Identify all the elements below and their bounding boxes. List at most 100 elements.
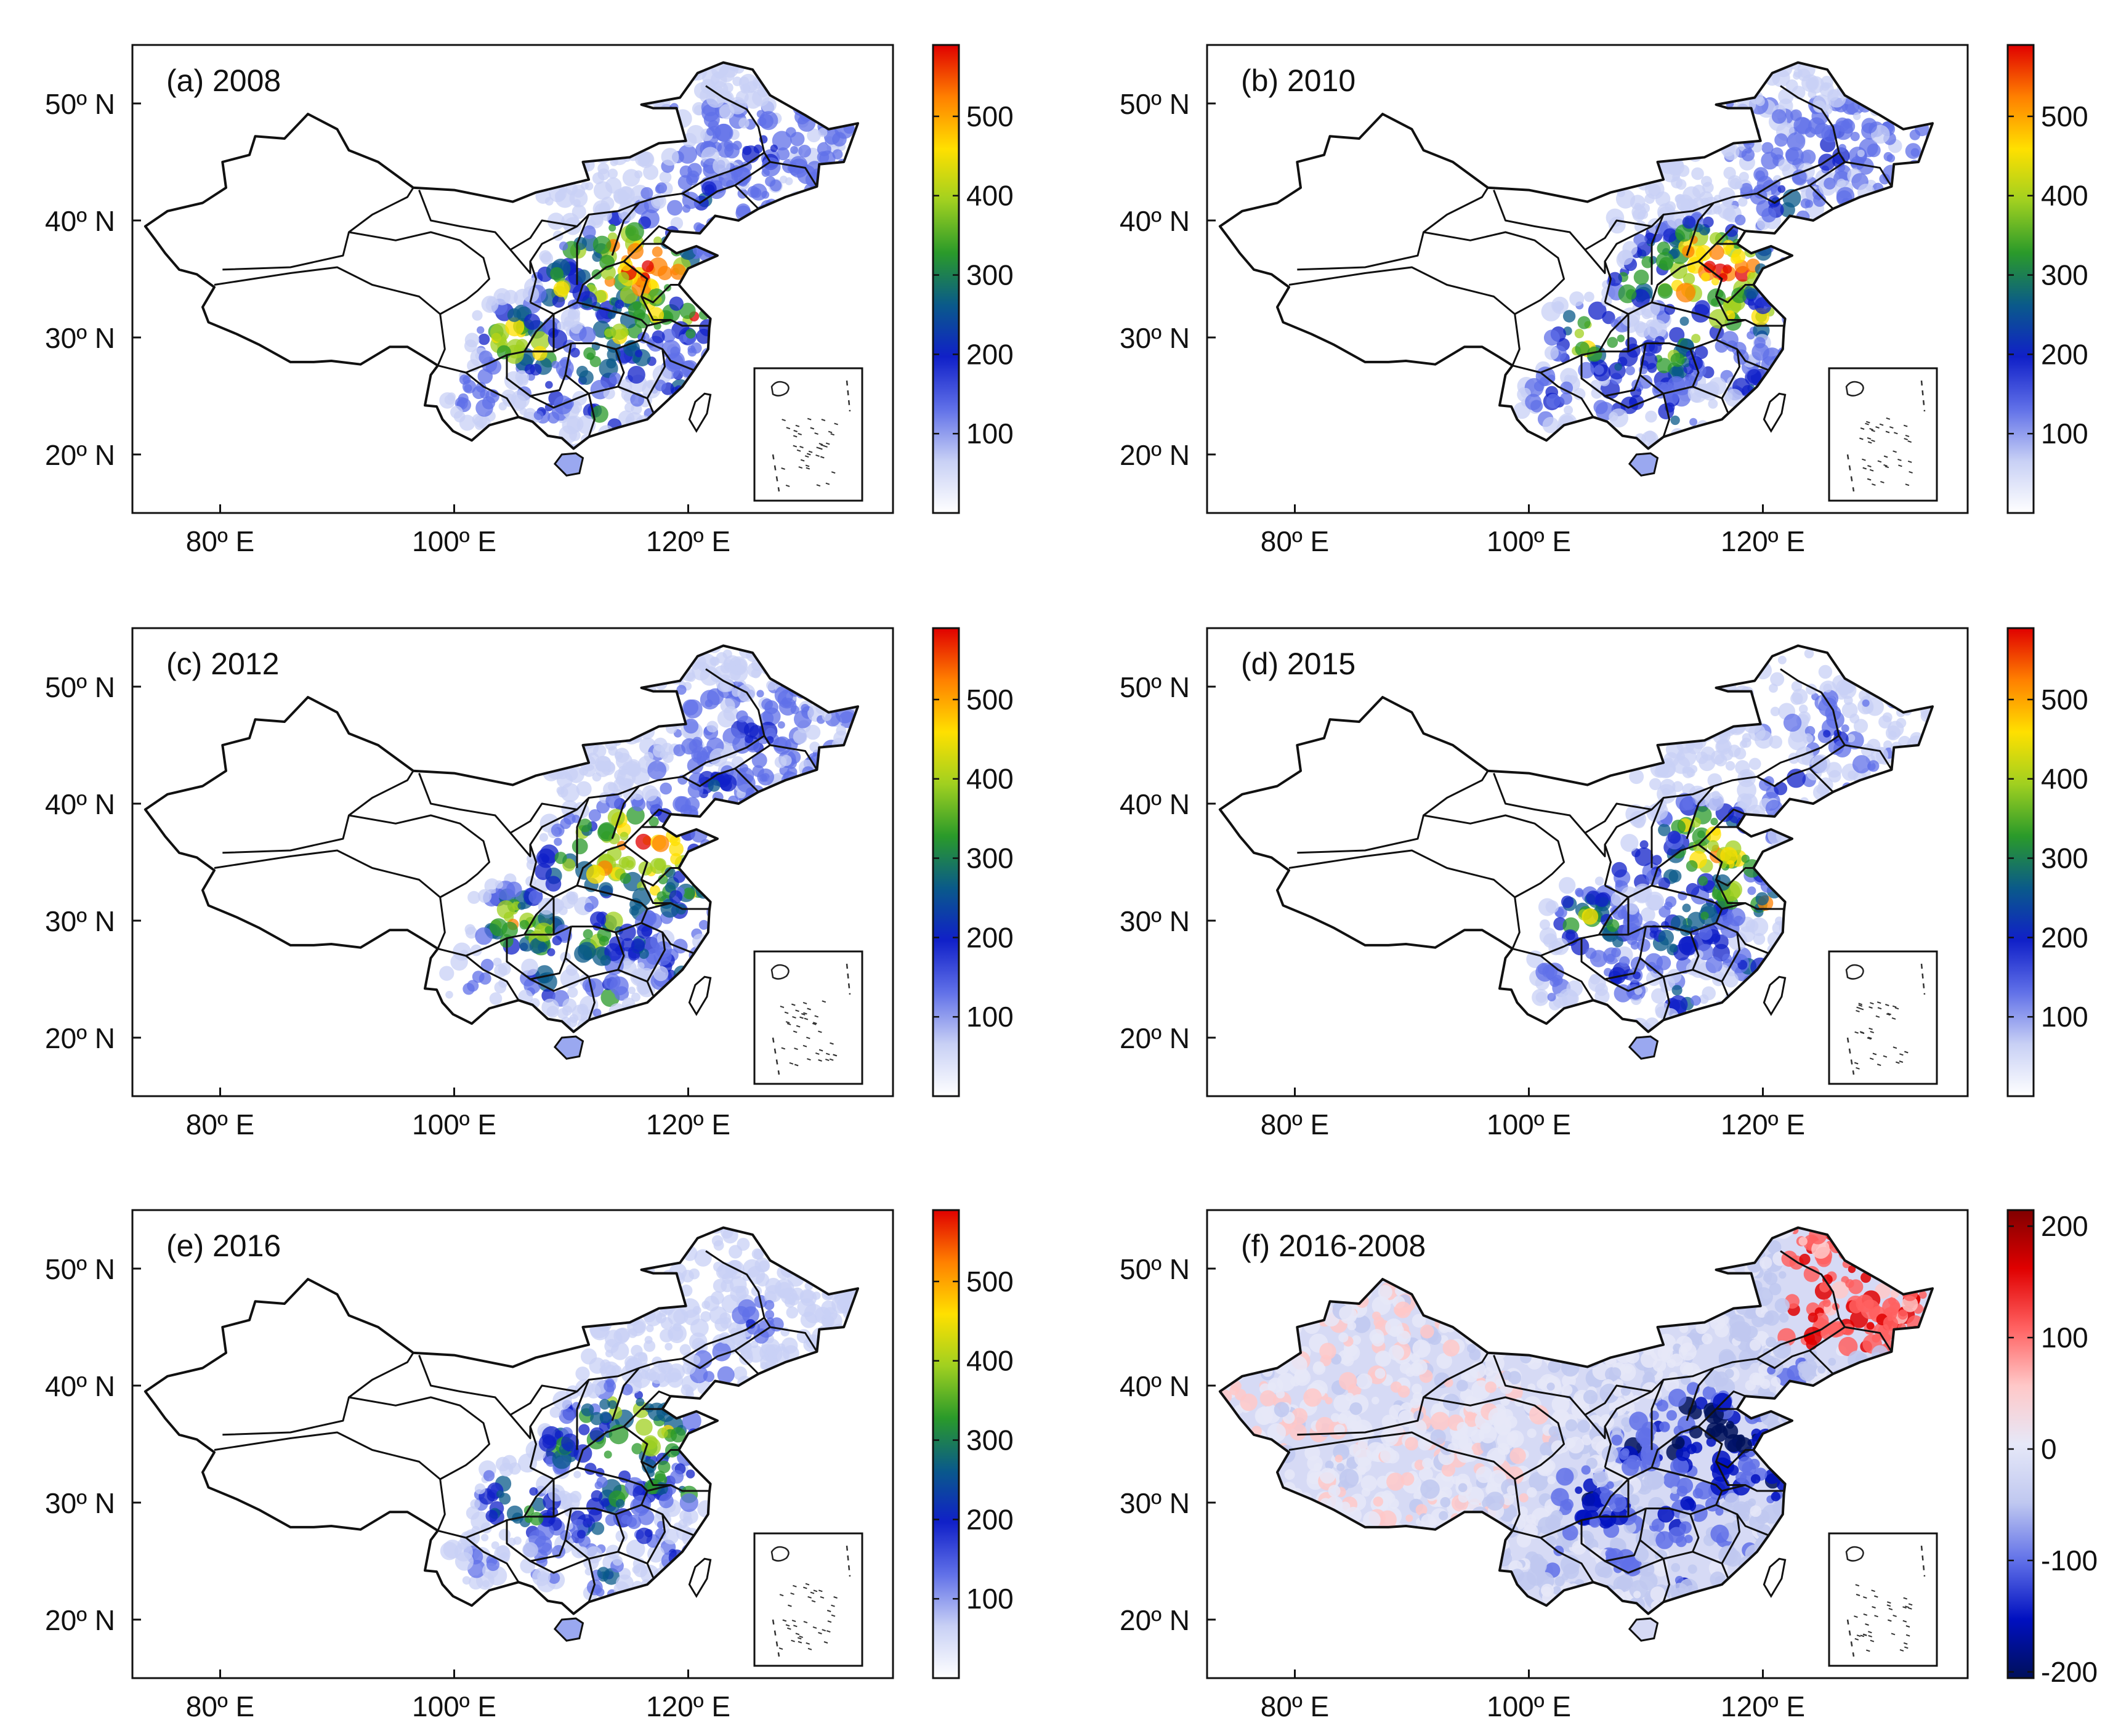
- x-tick-label: 100º E: [1487, 525, 1571, 557]
- x-tick-label: 120º E: [1721, 1108, 1805, 1141]
- x-tick-label: 80º E: [186, 1690, 254, 1722]
- province-border: [734, 161, 818, 187]
- province-border: [1580, 343, 1647, 397]
- x-tick-label: 100º E: [1487, 1108, 1571, 1141]
- province-border: [349, 231, 490, 315]
- colorbar-tick-label: -100: [2041, 1544, 2098, 1577]
- x-tick-label: 80º E: [1261, 1690, 1329, 1722]
- province-border: [1580, 926, 1647, 980]
- province-border: [523, 313, 555, 352]
- y-tick-label: 30º N: [1120, 1487, 1190, 1519]
- province-border: [1663, 1551, 1729, 1578]
- province-border: [682, 1349, 759, 1375]
- province-border: [530, 1466, 554, 1480]
- y-tick-label: 20º N: [1120, 439, 1190, 471]
- province-border: [1288, 266, 1521, 366]
- province-border: [682, 184, 759, 210]
- y-tick-label: 20º N: [45, 1604, 115, 1636]
- province-border: [1540, 955, 1594, 1001]
- x-tick-label: 100º E: [412, 525, 496, 557]
- colorbar-tick-label: 100: [966, 1583, 1014, 1615]
- country-outline: [1218, 61, 1934, 450]
- province-border: [1715, 1461, 1745, 1486]
- province-border: [588, 969, 654, 996]
- colorbar-tick-label: 200: [966, 1503, 1014, 1535]
- y-tick-label: 50º N: [45, 88, 115, 120]
- province-border: [465, 955, 520, 1001]
- province-border: [588, 386, 654, 413]
- south-china-sea-inset: [1828, 1532, 1938, 1667]
- province-border: [523, 1478, 555, 1517]
- province-border: [661, 1514, 695, 1536]
- province-border: [1604, 301, 1629, 315]
- y-tick-label: 50º N: [1120, 88, 1190, 120]
- panels-root: (a) 2008 50º N 40º N 30º N 20º N 80º E 100º E 1…: [45, 44, 2098, 1722]
- y-tick-label: 40º N: [1120, 205, 1190, 237]
- colorbar-gradient: [2006, 627, 2035, 1097]
- colorbar-tick-label: 200: [966, 338, 1014, 370]
- province-border: [1838, 152, 1846, 163]
- colorbar-tick-label: 500: [2041, 684, 2088, 716]
- x-tick-label: 80º E: [1261, 1108, 1329, 1141]
- province-border: [763, 1317, 771, 1328]
- colorbar: 100 200 300 400 500: [932, 44, 1014, 514]
- y-tick-label: 40º N: [1120, 1370, 1190, 1402]
- province-border: [1663, 969, 1729, 996]
- province-border: [214, 266, 446, 366]
- colorbar-tick-label: 400: [966, 1345, 1014, 1377]
- y-tick-label: 30º N: [45, 905, 115, 937]
- y-tick-label: 50º N: [1120, 671, 1190, 703]
- province-border: [576, 1426, 679, 1469]
- province-border: [1715, 879, 1745, 904]
- taiwan-island: [688, 1557, 712, 1598]
- province-border: [1646, 926, 1700, 971]
- province-border: [1423, 231, 1565, 315]
- colorbar-gradient: [2006, 1209, 2035, 1679]
- map-frame: [1206, 1209, 1969, 1679]
- province-border: [661, 932, 695, 955]
- country-outline: [143, 1226, 859, 1615]
- taiwan-island: [1763, 392, 1787, 433]
- province-border: [1584, 249, 1606, 274]
- province-border: [1686, 202, 1715, 256]
- taiwan-island: [688, 975, 712, 1016]
- colorbar-tick-label: 300: [2041, 259, 2088, 291]
- map-panel-d: (d) 2015 50º N 40º N 30º N 20º N 80º E 100º E 1…: [1120, 627, 2088, 1141]
- province-border: [1650, 1426, 1754, 1469]
- province-border: [682, 767, 759, 793]
- province-border: [1646, 342, 1700, 387]
- province-border: [615, 339, 666, 399]
- colorbar-tick-label: 500: [966, 1266, 1014, 1298]
- y-tick-label: 40º N: [45, 1370, 115, 1402]
- south-china-sea-inset: [753, 1532, 863, 1667]
- colorbar-tick-label: 500: [966, 684, 1014, 716]
- province-border: [530, 301, 554, 315]
- colorbar: 100 200 300 400 500: [932, 627, 1014, 1097]
- province-border: [506, 343, 572, 397]
- province-border: [615, 922, 666, 982]
- province-border: [1690, 339, 1740, 399]
- province-border: [1288, 1431, 1521, 1532]
- province-border: [506, 1508, 572, 1562]
- colorbar-tick-label: 400: [966, 763, 1014, 795]
- hainan-island: [553, 1617, 584, 1642]
- province-border: [509, 832, 531, 857]
- province-border: [1604, 884, 1629, 898]
- panel-label: (b) 2010: [1241, 63, 1355, 98]
- south-china-sea-inset: [1828, 950, 1938, 1085]
- china-land: [145, 645, 858, 1032]
- province-border: [588, 1551, 654, 1578]
- province-border: [1715, 225, 1746, 245]
- province-border: [1584, 1414, 1606, 1439]
- x-tick-label: 80º E: [1261, 525, 1329, 557]
- map-panel-a: (a) 2008 50º N 40º N 30º N 20º N 80º E 100º E 1…: [45, 44, 1014, 557]
- x-tick-label: 120º E: [646, 1690, 730, 1722]
- province-border: [1690, 922, 1740, 982]
- province-border: [1646, 1508, 1700, 1552]
- colorbar-tick-label: 100: [2041, 1001, 2088, 1033]
- province-border: [763, 735, 771, 746]
- province-border: [1604, 1466, 1629, 1480]
- x-tick-label: 100º E: [412, 1690, 496, 1722]
- x-tick-label: 120º E: [1721, 1690, 1805, 1722]
- country-outline: [143, 61, 859, 450]
